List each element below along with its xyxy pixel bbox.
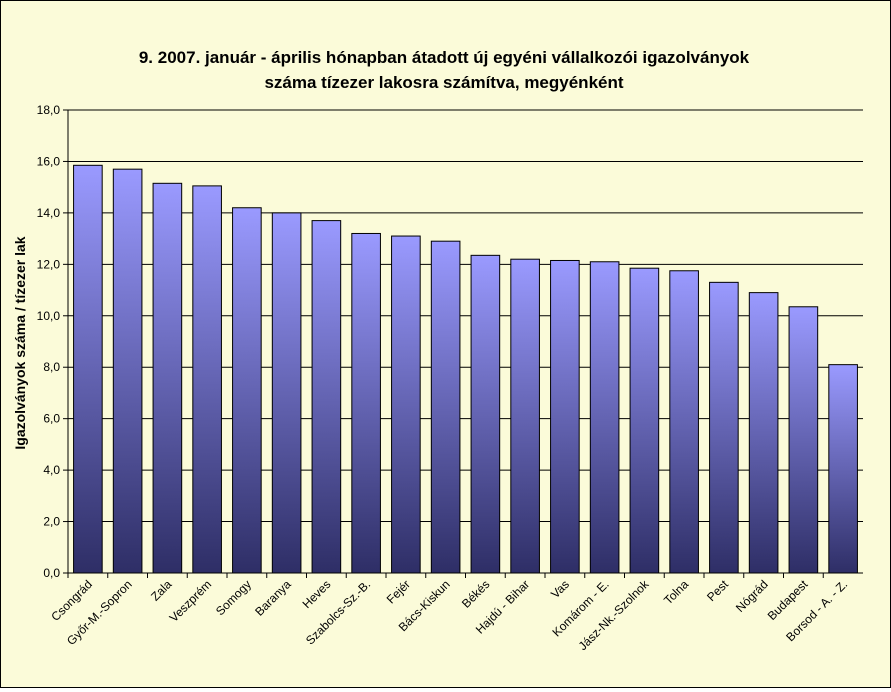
- x-tick-label: Nógrád: [733, 577, 771, 615]
- x-tick-label: Pest: [704, 577, 731, 604]
- bar: [73, 164, 103, 574]
- y-axis-label: Igazolványok száma / tízezer lak: [12, 236, 28, 449]
- chart-title-line-2: száma tízezer lakosra számítva, megyénké…: [264, 73, 623, 92]
- x-tick-label: Veszprém: [167, 577, 215, 625]
- bar: [709, 281, 739, 574]
- bar: [510, 258, 540, 574]
- bar: [629, 267, 660, 574]
- y-tick-label: 10,0: [37, 309, 61, 323]
- y-tick-label: 4,0: [43, 463, 60, 477]
- bar: [470, 254, 501, 574]
- bar: [669, 270, 699, 574]
- gridlines: [63, 109, 863, 574]
- x-tick-label: Tolna: [661, 577, 691, 607]
- bars: [73, 164, 858, 574]
- bar: [112, 168, 143, 574]
- bar: [271, 212, 302, 574]
- chart-title-line-1: 9. 2007. január - április hónapban átado…: [139, 48, 750, 67]
- bar: [550, 259, 580, 574]
- y-tick-label: 18,0: [37, 103, 61, 117]
- bar: [232, 207, 262, 574]
- x-tick-label: Vas: [548, 577, 572, 601]
- bar: [391, 235, 421, 574]
- bar: [430, 240, 461, 574]
- x-tick-label: Somogy: [213, 577, 254, 618]
- x-tick-label: Jász-Nk.-Szolnok: [576, 577, 653, 654]
- y-tick-labels: 0,0 2,0 4,0 6,0 8,0 10,0 12,0 14,0 16,0 18,0: [37, 103, 61, 580]
- bar: [788, 306, 819, 574]
- x-tick-label: Fejér: [384, 577, 413, 606]
- x-tick-label: Baranya: [252, 577, 294, 619]
- bar: [828, 364, 858, 574]
- y-tick-label: 2,0: [43, 515, 60, 529]
- y-tick-label: 8,0: [43, 360, 60, 374]
- x-tick-label: Heves: [300, 577, 334, 611]
- bar: [589, 261, 620, 574]
- y-tick-label: 6,0: [43, 412, 60, 426]
- bar: [192, 185, 222, 574]
- y-tick-label: 0,0: [43, 566, 60, 580]
- y-tick-label: 14,0: [37, 206, 61, 220]
- x-tick-label: Zala: [148, 577, 175, 604]
- axes: [67, 110, 863, 574]
- bar: [351, 232, 381, 574]
- x-tick-label: Békés: [459, 577, 492, 610]
- y-tick-label: 12,0: [37, 257, 61, 271]
- bar: [311, 220, 342, 574]
- bar: [152, 182, 183, 574]
- bar: [748, 292, 779, 574]
- y-tick-label: 16,0: [37, 154, 61, 168]
